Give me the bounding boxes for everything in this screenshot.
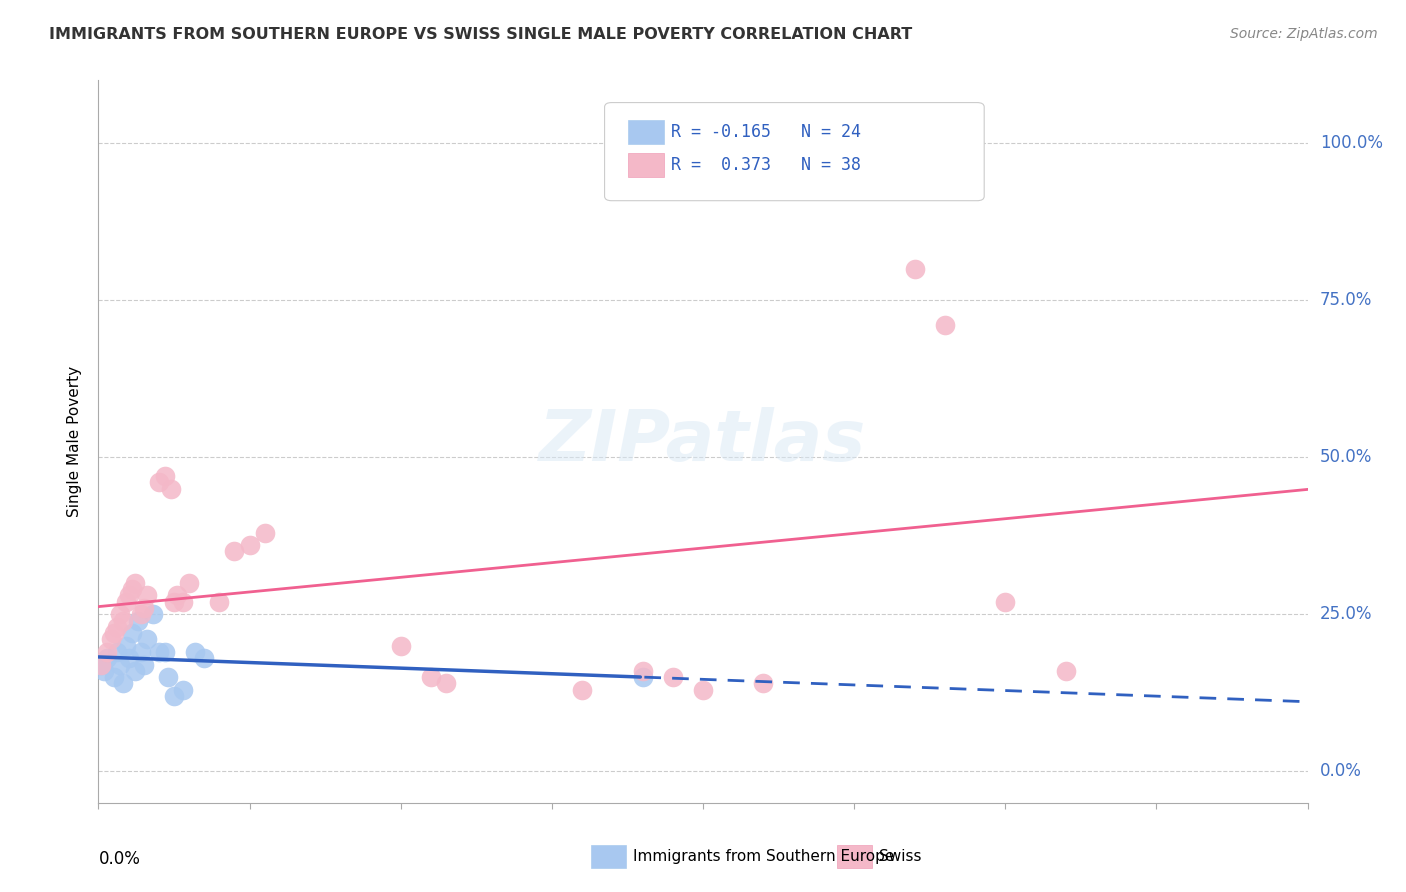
Point (148, 475, 170, 490)
Point (224, 544, 246, 558)
Point (208, 595, 231, 609)
Point (121, 582, 143, 597)
Point (105, 620, 128, 634)
Text: 25.0%: 25.0% (1320, 606, 1372, 624)
Point (389, 639, 412, 653)
Point (752, 676, 775, 690)
Text: IMMIGRANTS FROM SOUTHERN EUROPE VS SWISS SINGLE MALE POVERTY CORRELATION CHART: IMMIGRANTS FROM SOUTHERN EUROPE VS SWISS… (49, 27, 912, 42)
Point (121, 626, 143, 640)
Text: Source: ZipAtlas.com: Source: ZipAtlas.com (1230, 27, 1378, 41)
Point (124, 664, 146, 678)
Text: R = -0.165   N = 24: R = -0.165 N = 24 (671, 123, 860, 141)
Point (994, 595, 1017, 609)
Point (90, 657, 112, 672)
Point (172, 595, 194, 609)
Point (1054, 664, 1077, 678)
Point (100, 632, 122, 647)
Point (111, 614, 134, 628)
Point (166, 589, 188, 603)
Text: 75.0%: 75.0% (1320, 291, 1372, 310)
Text: Immigrants from Southern Europe: Immigrants from Southern Europe (633, 849, 894, 863)
Text: 50.0%: 50.0% (1320, 449, 1372, 467)
Point (153, 645, 176, 659)
Point (179, 575, 201, 590)
Point (142, 607, 165, 622)
Text: 100.0%: 100.0% (1320, 134, 1382, 153)
Point (108, 607, 131, 622)
Point (253, 525, 276, 540)
Point (193, 651, 215, 665)
Point (239, 538, 262, 552)
Point (163, 595, 186, 609)
Point (103, 626, 125, 640)
Text: 0.0%: 0.0% (98, 850, 141, 868)
Y-axis label: Single Male Poverty: Single Male Poverty (67, 366, 83, 517)
Point (631, 670, 654, 684)
Point (904, 261, 927, 276)
Point (108, 657, 131, 672)
Point (127, 614, 149, 628)
Text: 0.0%: 0.0% (1320, 763, 1361, 780)
Point (118, 651, 141, 665)
Point (129, 645, 152, 659)
Point (692, 682, 714, 697)
Point (631, 664, 654, 678)
Point (184, 645, 207, 659)
Point (934, 318, 956, 333)
Point (135, 589, 157, 603)
Point (420, 670, 443, 684)
Point (172, 682, 194, 697)
Point (118, 589, 141, 603)
Text: Swiss: Swiss (879, 849, 921, 863)
Point (434, 676, 457, 690)
Point (111, 676, 134, 690)
Point (132, 601, 155, 615)
Point (105, 645, 128, 659)
Point (90, 657, 112, 672)
Point (124, 575, 146, 590)
Point (160, 482, 183, 496)
Point (129, 607, 152, 622)
Point (114, 639, 136, 653)
Point (132, 657, 155, 672)
Point (163, 689, 186, 703)
Point (114, 595, 136, 609)
Point (93, 664, 115, 678)
Point (148, 645, 170, 659)
Point (103, 670, 125, 684)
Point (135, 632, 157, 647)
Point (783, 136, 806, 150)
Point (661, 670, 683, 684)
Point (96, 645, 118, 659)
Point (156, 670, 179, 684)
Text: R =  0.373   N = 38: R = 0.373 N = 38 (671, 156, 860, 174)
Point (96, 651, 118, 665)
Point (153, 469, 176, 483)
Text: ZIPatlas: ZIPatlas (540, 407, 866, 476)
Point (571, 682, 593, 697)
